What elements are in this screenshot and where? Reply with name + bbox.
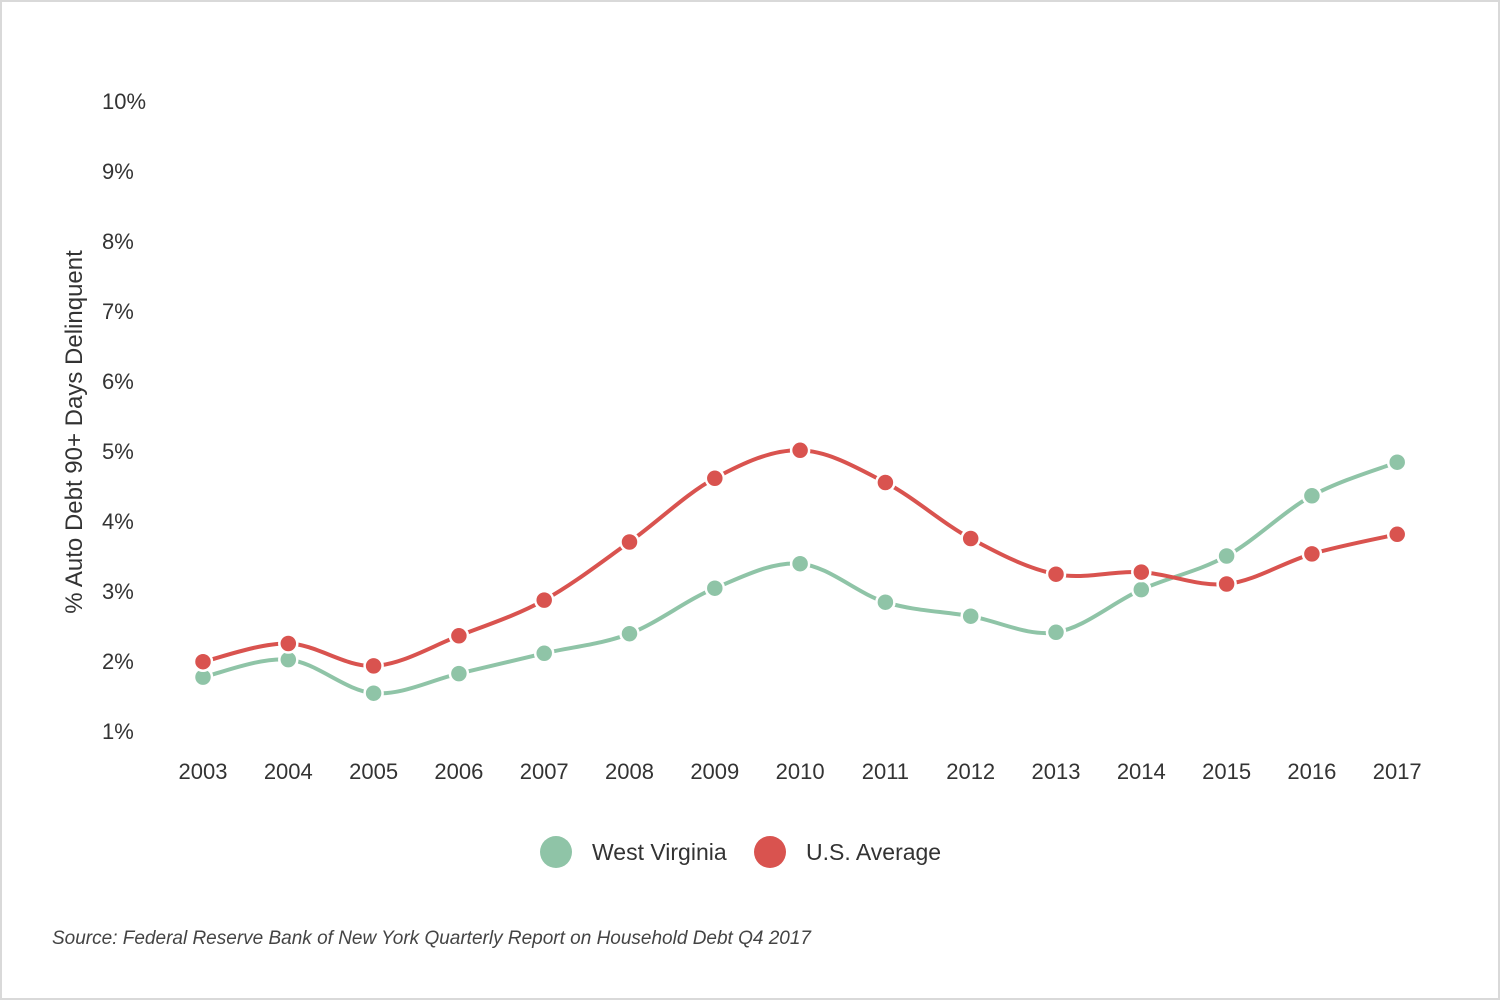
data-point-u-s-average — [278, 633, 299, 654]
data-point-west-virginia — [448, 663, 470, 684]
data-point-u-s-average — [192, 651, 214, 672]
data-point-u-s-average — [533, 589, 555, 611]
legend-label-u-s-average: U.S. Average — [806, 839, 941, 865]
x-tick-label: 2010 — [776, 759, 825, 784]
data-point-west-virginia — [875, 591, 896, 613]
data-point-west-virginia — [704, 577, 726, 599]
y-tick-label: 2% — [102, 649, 134, 674]
y-axis-ticks: 1% 2% 3% 4% 5% 6% 7% 8% 9% 10% — [102, 89, 146, 744]
x-tick-label: 2011 — [862, 759, 909, 784]
legend-swatch-u-s-average — [754, 836, 786, 868]
x-tick-label: 2008 — [605, 759, 654, 784]
x-tick-label: 2005 — [349, 759, 398, 784]
y-tick-label: 7% — [102, 299, 134, 324]
x-tick-label: 2015 — [1202, 759, 1251, 784]
x-tick-label: 2013 — [1032, 759, 1081, 784]
data-point-west-virginia — [789, 553, 811, 574]
y-tick-label: 10% — [102, 89, 146, 114]
x-axis-ticks: 2003 2004 2005 2006 2007 2008 2009 2010 2011 2012… — [179, 759, 1422, 784]
data-point-u-s-average — [1045, 563, 1067, 585]
x-tick-label: 2014 — [1117, 759, 1166, 784]
y-tick-label: 5% — [102, 439, 134, 464]
data-point-u-s-average — [1131, 561, 1152, 583]
legend-label-west-virginia: West Virginia — [592, 839, 727, 865]
data-point-u-s-average — [704, 468, 726, 489]
source-note: Source: Federal Reserve Bank of New York… — [52, 928, 811, 949]
x-tick-label: 2007 — [520, 759, 569, 784]
data-point-west-virginia — [619, 623, 640, 644]
data-point-west-virginia — [363, 682, 384, 704]
y-tick-label: 1% — [102, 719, 134, 744]
x-tick-label: 2004 — [264, 759, 313, 784]
series-west-virginia — [192, 451, 1408, 704]
data-point-u-s-average — [789, 440, 811, 461]
data-point-u-s-average — [875, 472, 896, 493]
y-tick-label: 4% — [102, 509, 134, 534]
y-tick-label: 3% — [102, 579, 134, 604]
data-point-west-virginia — [1216, 545, 1237, 567]
legend: West Virginia U.S. Average — [540, 836, 941, 868]
x-tick-label: 2017 — [1373, 759, 1422, 784]
data-point-u-s-average — [448, 625, 470, 647]
x-tick-label: 2009 — [690, 759, 739, 784]
x-tick-label: 2006 — [434, 759, 483, 784]
series-lines — [192, 440, 1408, 704]
y-tick-label: 8% — [102, 229, 134, 254]
data-point-u-s-average — [1386, 524, 1408, 545]
data-point-u-s-average — [619, 531, 640, 553]
x-tick-label: 2012 — [946, 759, 995, 784]
data-point-west-virginia — [1131, 579, 1152, 600]
series-line-west-virginia — [202, 460, 1398, 696]
data-point-west-virginia — [1386, 451, 1408, 473]
y-tick-label: 6% — [102, 369, 134, 394]
y-tick-label: 9% — [102, 159, 134, 184]
data-point-u-s-average — [960, 528, 981, 549]
data-point-u-s-average — [1301, 543, 1323, 565]
series-u-s-average — [192, 440, 1408, 677]
data-point-west-virginia — [1045, 622, 1067, 643]
data-point-west-virginia — [533, 643, 555, 664]
data-point-west-virginia — [960, 605, 981, 627]
data-point-west-virginia — [1301, 485, 1323, 507]
legend-swatch-west-virginia — [540, 836, 572, 868]
data-point-u-s-average — [1216, 573, 1237, 595]
x-tick-label: 2003 — [179, 759, 228, 784]
data-point-u-s-average — [363, 655, 384, 677]
x-tick-label: 2016 — [1287, 759, 1336, 784]
y-axis-title: % Auto Debt 90+ Days Delinquent — [61, 250, 88, 614]
